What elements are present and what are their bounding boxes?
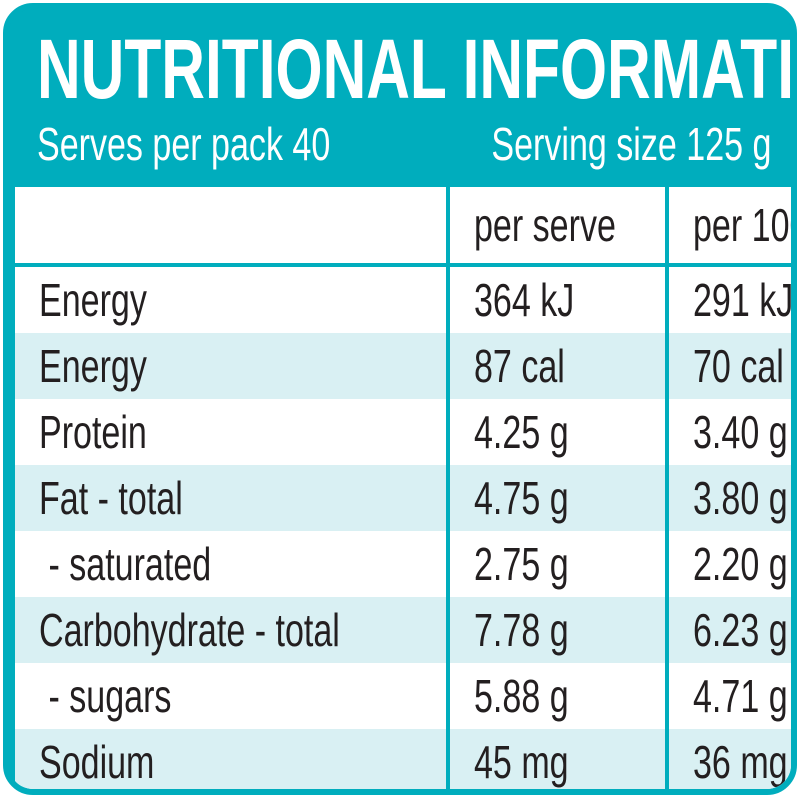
- table-row: - sugars 5.88 g 4.71 g: [15, 663, 791, 729]
- table-row: Fat - total 4.75 g 3.80 g: [15, 465, 791, 531]
- per-100g-value: 3.80 g: [665, 465, 791, 531]
- serves-per-pack: Serves per pack 40: [37, 118, 331, 170]
- nutrient-name: Energy: [15, 333, 448, 399]
- label-title: NUTRITIONAL INFORMATION: [37, 22, 795, 116]
- nutrient-name: Protein: [39, 406, 147, 458]
- column-header-row: per serve per 100g: [15, 187, 791, 267]
- per-serve-value: 364 kJ: [445, 265, 668, 333]
- nutrient-name: - sugars: [39, 670, 172, 722]
- per-100g-value: 2.20 g: [665, 531, 791, 597]
- table-row: Protein 4.25 g 3.40 g: [15, 399, 791, 465]
- table-row: Energy 87 cal 70 cal: [15, 333, 791, 399]
- nutrient-name: - saturated: [39, 538, 212, 590]
- per-serve-value: 4.75 g: [445, 465, 668, 531]
- serving-size: Serving size 125 g: [490, 118, 771, 170]
- nutrient-name: Energy: [39, 274, 147, 326]
- column-header-per-serve: per serve: [445, 187, 668, 267]
- label-header: NUTRITIONAL INFORMATION Serves per pack …: [9, 9, 791, 181]
- per-serve-value: 45 mg: [445, 729, 668, 789]
- per-100g-value: 36 mg: [665, 729, 791, 789]
- nutrient-name: Fat - total: [15, 465, 448, 531]
- per-100g-value: 6.23 g: [665, 597, 791, 663]
- per-serve-value: 87 cal: [445, 333, 668, 399]
- column-header-per-100g: per 100g: [665, 187, 791, 267]
- per-serve-value: 2.75 g: [445, 531, 668, 597]
- nutrient-name: Carbohydrate - total: [15, 597, 448, 663]
- per-serve-value: 5.88 g: [445, 663, 668, 729]
- nutrition-label: NUTRITIONAL INFORMATION Serves per pack …: [3, 3, 797, 795]
- table-row: Sodium 45 mg 36 mg: [15, 729, 791, 789]
- table-row: - saturated 2.75 g 2.20 g: [15, 531, 791, 597]
- nutrient-name: Sodium: [15, 729, 448, 789]
- per-100g-value: 70 cal: [665, 333, 791, 399]
- table-row: Carbohydrate - total 7.78 g 6.23 g: [15, 597, 791, 663]
- per-100g-value: 3.40 g: [665, 399, 791, 465]
- table-row: Energy 364 kJ 291 kJ: [15, 265, 791, 333]
- per-100g-value: 291 kJ: [665, 265, 791, 333]
- column-header: [15, 187, 448, 267]
- per-serve-value: 4.25 g: [445, 399, 668, 465]
- per-serve-value: 7.78 g: [445, 597, 668, 663]
- per-100g-value: 4.71 g: [665, 663, 791, 729]
